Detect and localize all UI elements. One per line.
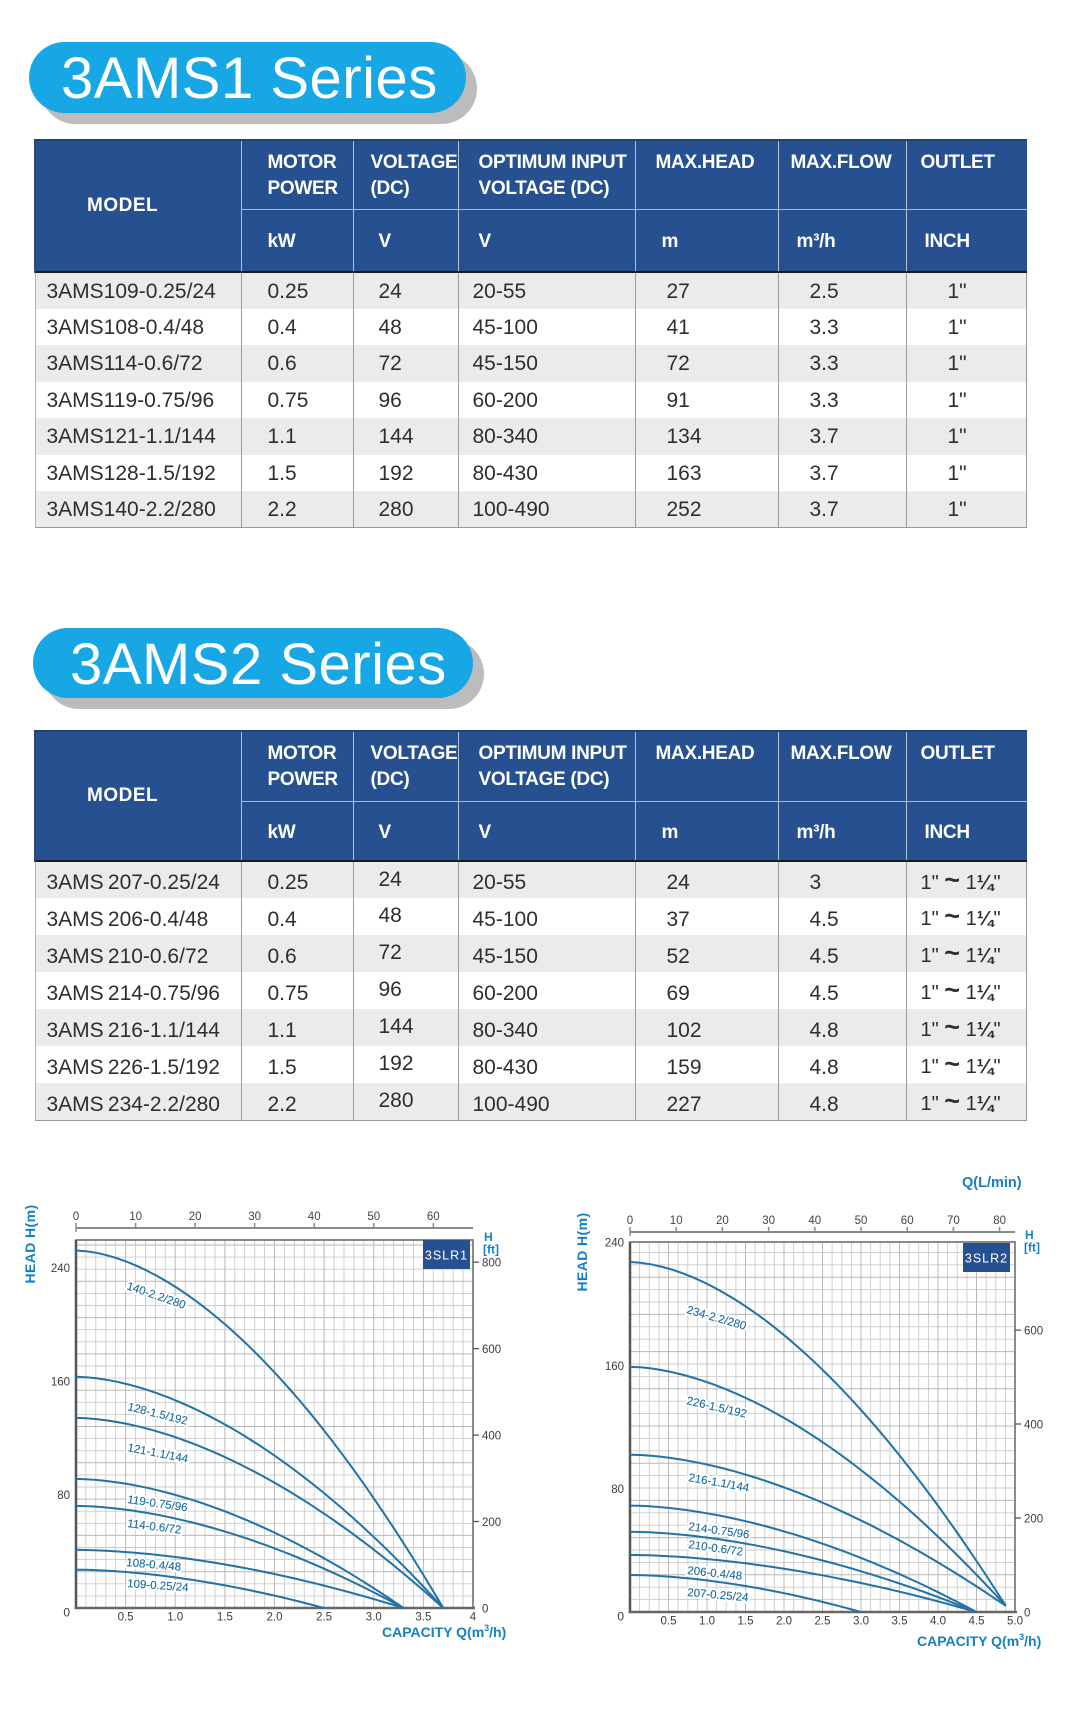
svg-text:50: 50 [367,1211,380,1223]
svg-text:200: 200 [482,1517,501,1529]
svg-text:80: 80 [993,1215,1006,1227]
svg-text:10: 10 [670,1215,683,1227]
svg-text:0: 0 [63,1606,70,1620]
svg-text:1.0: 1.0 [167,1612,183,1624]
svg-text:60: 60 [427,1211,440,1223]
svg-text:5.0: 5.0 [1007,1616,1023,1628]
svg-text:40: 40 [808,1215,821,1227]
svg-text:30: 30 [248,1211,261,1223]
svg-text:H: H [1025,1228,1034,1242]
svg-text:0: 0 [1024,1608,1030,1620]
svg-text:140-2.2/280: 140-2.2/280 [125,1280,187,1311]
svg-text:3.5: 3.5 [415,1612,431,1624]
svg-text:20: 20 [189,1211,202,1223]
svg-text:0: 0 [627,1215,633,1227]
svg-text:80: 80 [57,1490,70,1502]
svg-text:109-0.25/24: 109-0.25/24 [127,1578,190,1594]
svg-text:70: 70 [947,1215,960,1227]
svg-text:3.0: 3.0 [853,1616,869,1628]
svg-text:600: 600 [1024,1326,1043,1338]
svg-text:4.0: 4.0 [930,1616,946,1628]
svg-text:3.0: 3.0 [366,1612,382,1624]
svg-text:0: 0 [73,1211,79,1223]
svg-text:1.5: 1.5 [217,1612,233,1624]
svg-text:0.5: 0.5 [118,1612,134,1624]
svg-text:240: 240 [605,1238,624,1250]
svg-text:160: 160 [605,1361,624,1373]
svg-text:114-0.6/72: 114-0.6/72 [127,1518,182,1537]
svg-text:HEAD H(m): HEAD H(m) [22,1204,38,1283]
svg-text:800: 800 [482,1258,501,1270]
svg-text:160: 160 [51,1377,70,1389]
svg-text:4: 4 [470,1612,477,1624]
svg-text:400: 400 [1024,1420,1043,1432]
svg-text:4.5: 4.5 [969,1616,985,1628]
svg-text:[ft]: [ft] [483,1243,499,1257]
svg-text:60: 60 [901,1215,914,1227]
svg-text:80: 80 [611,1484,624,1496]
svg-text:30: 30 [762,1215,775,1227]
svg-text:1.5: 1.5 [738,1616,754,1628]
svg-text:600: 600 [482,1344,501,1356]
svg-text:2.0: 2.0 [776,1616,792,1628]
svg-text:400: 400 [482,1431,501,1443]
svg-text:207-0.25/24: 207-0.25/24 [687,1587,750,1604]
svg-text:108-0.4/48: 108-0.4/48 [126,1557,182,1574]
svg-text:2.5: 2.5 [815,1616,831,1628]
svg-text:0: 0 [482,1604,488,1616]
svg-text:3.5: 3.5 [892,1616,908,1628]
svg-text:Q(L/min): Q(L/min) [962,1175,1022,1191]
svg-text:CAPACITY Q(m3/h): CAPACITY Q(m3/h) [917,1632,1041,1649]
svg-text:HEAD H(m): HEAD H(m) [574,1212,590,1291]
svg-text:200: 200 [1024,1514,1043,1526]
svg-text:20: 20 [716,1215,729,1227]
svg-text:40: 40 [308,1211,321,1223]
svg-text:0.5: 0.5 [661,1616,677,1628]
svg-text:3SLR1: 3SLR1 [425,1249,468,1263]
svg-text:H: H [484,1230,493,1244]
svg-text:50: 50 [855,1215,868,1227]
svg-text:1.0: 1.0 [699,1616,715,1628]
svg-text:CAPACITY Q(m3/h): CAPACITY Q(m3/h) [382,1623,506,1640]
svg-text:240: 240 [51,1263,70,1275]
svg-text:0: 0 [617,1610,624,1624]
svg-text:10: 10 [129,1211,142,1223]
svg-text:206-0.4/48: 206-0.4/48 [687,1565,743,1583]
svg-text:3SLR2: 3SLR2 [965,1252,1008,1266]
svg-text:2.5: 2.5 [316,1612,332,1624]
svg-text:2.0: 2.0 [267,1612,283,1624]
svg-text:[ft]: [ft] [1024,1241,1040,1255]
